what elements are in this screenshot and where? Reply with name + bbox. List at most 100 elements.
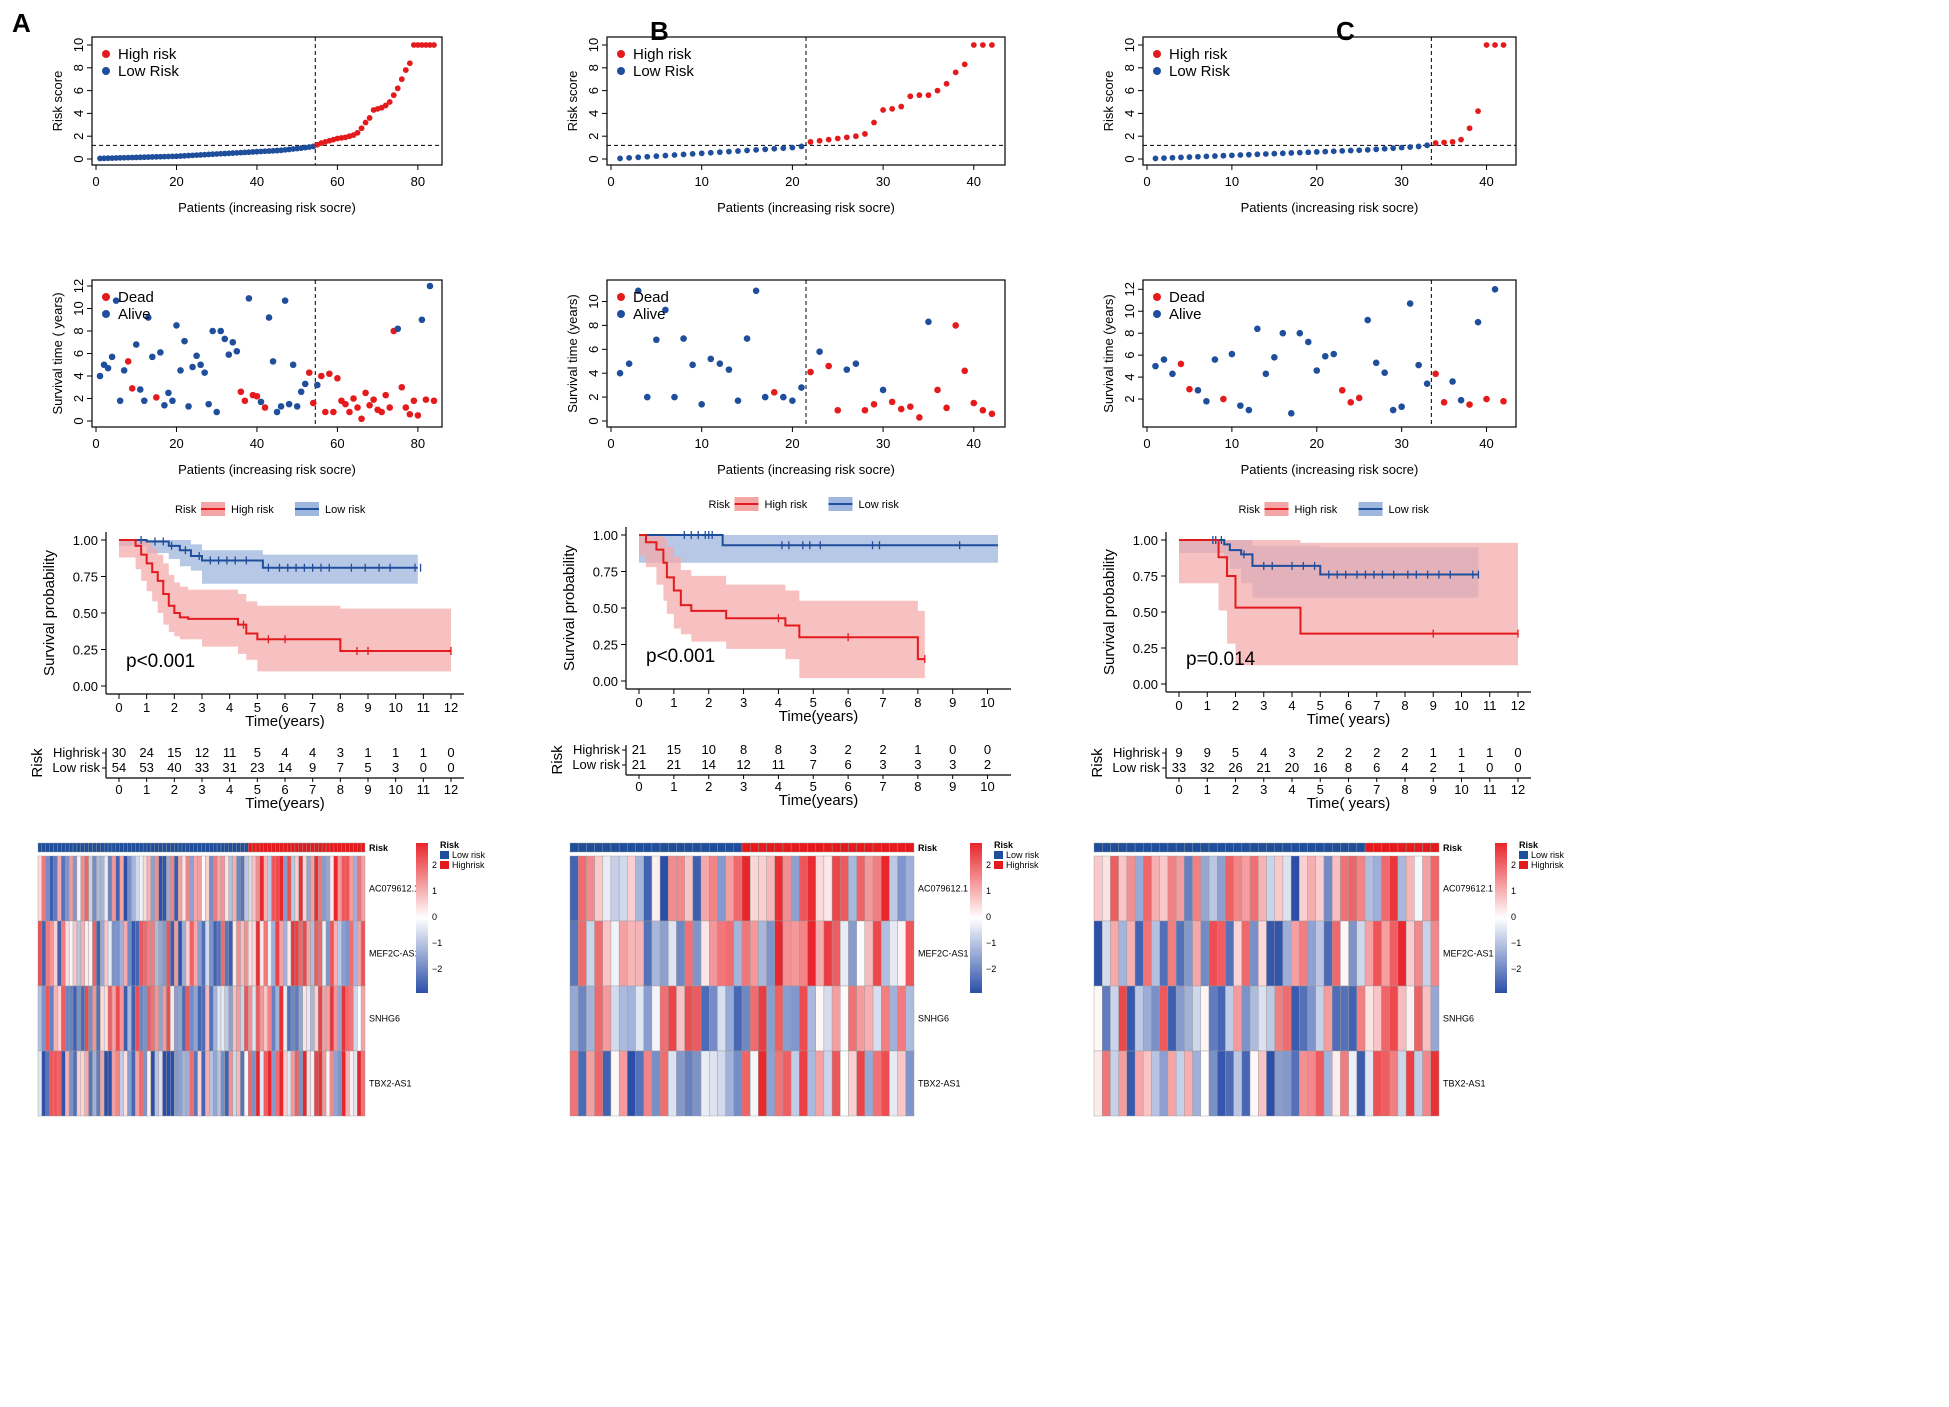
y-tick-label: 1.00 (1133, 533, 1158, 548)
heatmap-cell (318, 985, 323, 1052)
alive-point (169, 397, 176, 405)
y-tick-label: 10 (586, 294, 601, 308)
heatmap-cell (889, 985, 898, 1052)
low-risk-point (1279, 150, 1286, 157)
risk-count: 16 (1313, 760, 1327, 775)
heatmap-cell (676, 985, 685, 1052)
risk-count: 4 (1260, 745, 1267, 760)
heatmap-cell (135, 985, 140, 1052)
heatmap-cell (84, 1050, 89, 1117)
heatmap-cell (37, 855, 43, 922)
heatmap-cell (135, 855, 140, 922)
risk-count: 0 (447, 745, 454, 760)
heatmap-cell (228, 1050, 233, 1117)
heatmap-cell (267, 1050, 272, 1117)
heatmap-cell (1348, 985, 1358, 1052)
risk-count: 3 (949, 757, 956, 772)
y-tick-label: 0.00 (73, 679, 98, 694)
legend-low-swatch (994, 851, 1003, 859)
heatmap-cell (166, 1050, 171, 1117)
expression-heatmap: Risk AC079612.1 MEF2C-AS1 SNHG6 TBX2-AS1 2 1 0 −… (1093, 840, 1565, 1117)
heatmap-cell (807, 855, 816, 922)
risk-annotation-cell (815, 842, 825, 853)
dead-point (834, 406, 842, 414)
gene-label: MEF2C-AS1 (1443, 949, 1494, 959)
low-risk-point (1161, 155, 1167, 161)
alive-point (289, 361, 297, 369)
y-tick-label: 1.00 (593, 528, 618, 543)
high-risk-point (423, 42, 429, 48)
risk-count: 0 (1514, 760, 1521, 775)
heatmap-cell (725, 985, 735, 1052)
x-tick-label: 4 (226, 700, 233, 715)
heatmap-cell (57, 985, 62, 1052)
risk-count: 26 (1228, 760, 1242, 775)
risk-count: 23 (250, 760, 264, 775)
alive-point (816, 348, 823, 356)
heatmap-cell (815, 1050, 825, 1117)
heatmap-cell (119, 985, 124, 1052)
heatmap-cell (84, 920, 89, 987)
x-tick-label: 8 (1401, 698, 1408, 713)
dead-point (1220, 395, 1227, 403)
heatmap-cell (659, 985, 669, 1052)
risk-legend-title: Risk (440, 840, 460, 850)
heatmap-cell (889, 1050, 898, 1117)
risk-annotation-cell (185, 842, 191, 853)
x-tick-label: 7 (309, 782, 316, 797)
x-tick-label: 1 (1204, 782, 1211, 797)
gene-label: MEF2C-AS1 (918, 949, 969, 959)
color-scale-tick: −1 (432, 938, 442, 948)
heatmap-cell (255, 985, 261, 1052)
risk-count: 1 (1458, 760, 1465, 775)
risk-annotation-cell (602, 842, 612, 853)
high-risk-point (907, 93, 914, 100)
heatmap-cell (96, 855, 101, 922)
heatmap-cell (1299, 1050, 1308, 1117)
heatmap-cell (353, 855, 358, 922)
heatmap-cell (45, 1050, 50, 1117)
risk-annotation-cell (1397, 842, 1407, 853)
legend-alive-label: Alive (633, 306, 666, 323)
heatmap-cell (314, 920, 319, 987)
heatmap-cell (84, 985, 89, 1052)
heatmap-cell (1184, 855, 1193, 922)
heatmap-cell (659, 920, 669, 987)
risk-annotation-cell (692, 842, 702, 853)
heatmap-cell (1225, 855, 1234, 922)
heatmap-cell (692, 1050, 702, 1117)
heatmap-cell (111, 920, 117, 987)
survival-time-plot: 0 2 4 6 8 10 0 10 20 30 40 Patients (increasing ris… (565, 279, 1006, 477)
heatmap-cell (142, 985, 148, 1052)
risk-count: 0 (420, 760, 427, 775)
risk-annotation-cell (643, 842, 653, 853)
heatmap-cell (1405, 920, 1415, 987)
risk-annotation-cell (255, 842, 261, 853)
risk-annotation-cell (228, 842, 233, 853)
risk-table-title: Risk (549, 745, 566, 775)
y-tick-label: 4 (71, 110, 86, 117)
x-tick-label: 4 (1288, 698, 1295, 713)
heatmap-cell (799, 855, 808, 922)
heatmap-cell (267, 985, 272, 1052)
risk-annotation-cell (357, 842, 362, 853)
heatmap-cell (1373, 855, 1382, 922)
y-axis-label: Survival time (years) (565, 294, 580, 412)
risk-annotation-cell (329, 842, 335, 853)
risk-annotation-cell (177, 842, 183, 853)
heatmap-cell (807, 1050, 816, 1117)
heatmap-cell (123, 1050, 128, 1117)
alive-point (189, 363, 196, 371)
alive-point (1313, 367, 1321, 374)
heatmap-cell (627, 985, 636, 1052)
low-risk-point (1152, 155, 1159, 162)
risk-annotation-cell (333, 842, 338, 853)
risk-annotation-cell (1340, 842, 1349, 853)
heatmap-cell (314, 985, 319, 1052)
heatmap-cell (1118, 855, 1128, 922)
risk-annotation-cell (174, 842, 179, 853)
heatmap-cell (700, 920, 710, 987)
heatmap-cell (569, 855, 579, 922)
